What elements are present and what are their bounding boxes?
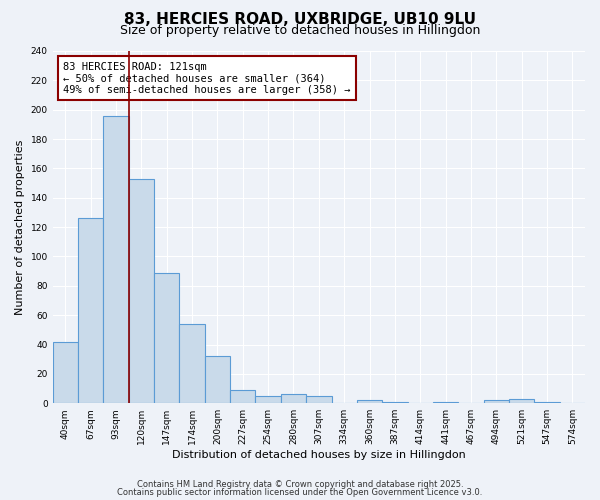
Bar [382,402,407,403]
Text: Size of property relative to detached houses in Hillingdon: Size of property relative to detached ho… [120,24,480,37]
Y-axis label: Number of detached properties: Number of detached properties [15,140,25,315]
Bar [129,178,154,403]
Bar [357,400,382,403]
Bar [433,402,458,403]
Bar [103,116,129,403]
Bar [281,394,306,403]
X-axis label: Distribution of detached houses by size in Hillingdon: Distribution of detached houses by size … [172,450,466,460]
Bar [306,396,332,403]
Bar [484,400,509,403]
Bar [78,218,103,403]
Bar [535,402,560,403]
Bar [230,390,256,403]
Bar [256,396,281,403]
Bar [179,324,205,403]
Text: 83 HERCIES ROAD: 121sqm
← 50% of detached houses are smaller (364)
49% of semi-d: 83 HERCIES ROAD: 121sqm ← 50% of detache… [64,62,351,95]
Bar [154,272,179,403]
Text: Contains HM Land Registry data © Crown copyright and database right 2025.: Contains HM Land Registry data © Crown c… [137,480,463,489]
Bar [205,356,230,403]
Text: 83, HERCIES ROAD, UXBRIDGE, UB10 9LU: 83, HERCIES ROAD, UXBRIDGE, UB10 9LU [124,12,476,28]
Text: Contains public sector information licensed under the Open Government Licence v3: Contains public sector information licen… [118,488,482,497]
Bar [53,342,78,403]
Bar [509,399,535,403]
